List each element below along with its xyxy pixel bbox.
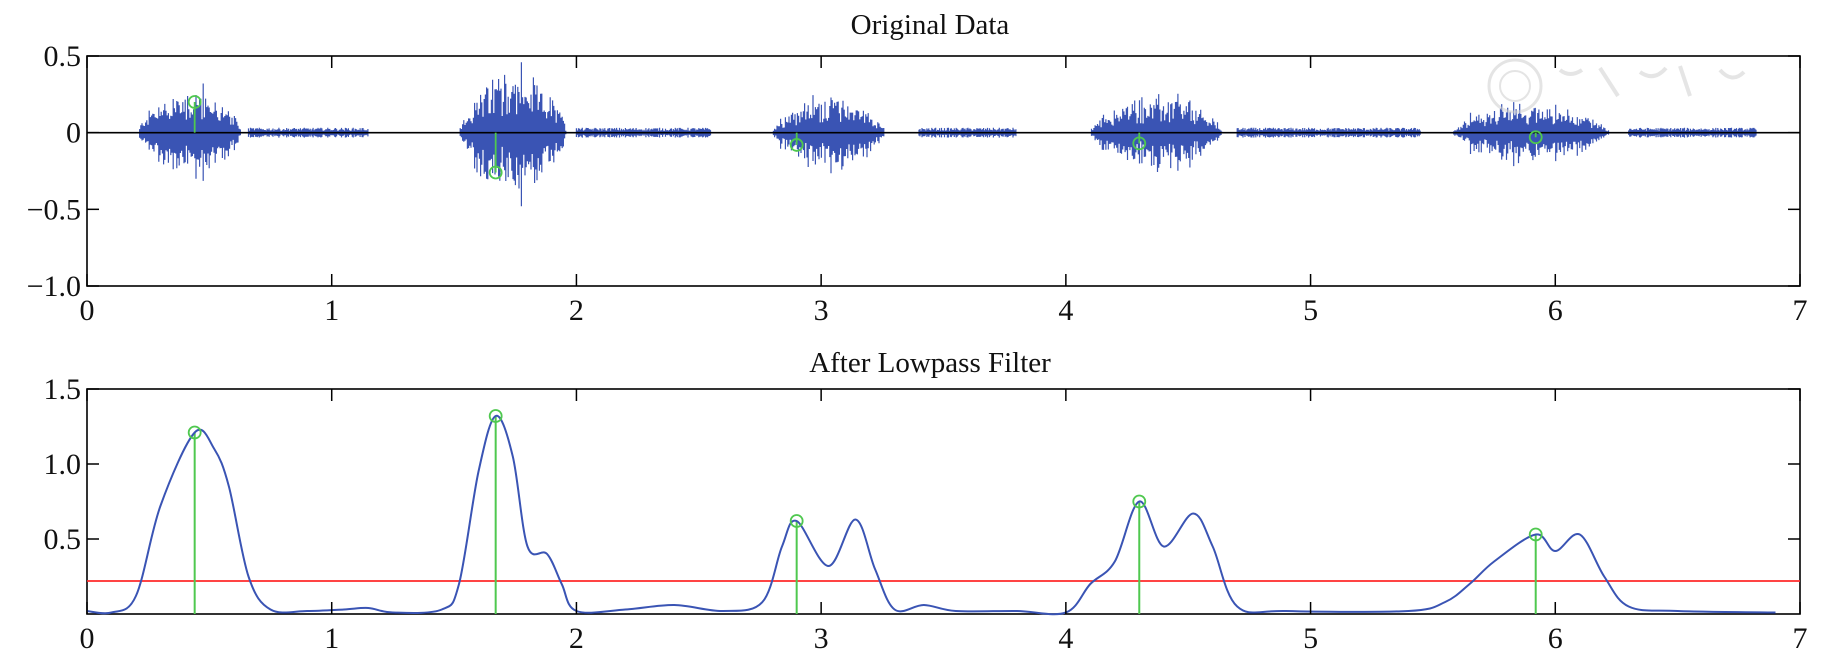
x-tick-label: 4	[1058, 622, 1073, 655]
x-tick-label: 5	[1303, 294, 1318, 327]
x-tick-label: 6	[1548, 294, 1563, 327]
x-tick-label: 0	[80, 622, 95, 655]
y-tick-label: 0.5	[44, 40, 82, 73]
watermark-seal	[1487, 58, 1746, 114]
peak-markers	[187, 409, 1543, 542]
peak-marker	[187, 425, 202, 440]
x-tick-label: 7	[1793, 294, 1808, 327]
original-data-title: Original Data	[851, 9, 1010, 41]
y-tick-label: −0.5	[27, 193, 81, 226]
original-data-waveform	[139, 62, 1757, 207]
y-tick-label: 1.5	[44, 373, 82, 406]
original-data-panel: Original Data 0 1 2 3 4 5 6 7 0.5 0 −0.5 −1.0	[27, 9, 1808, 327]
after-lowpass-filter-title: After Lowpass Filter	[809, 347, 1051, 379]
peak-marker	[1132, 494, 1147, 509]
y-tick-label: 1.0	[44, 448, 82, 481]
after-lowpass-filter-y-ticks: 1.5 1.0 0.5	[44, 373, 1800, 556]
x-tick-label: 2	[569, 294, 584, 327]
y-tick-label: 0	[66, 117, 81, 150]
after-lowpass-filter-panel: After Lowpass Filter 0 1 2 3 4 5 6 7 1.5 1.0 0.5	[44, 347, 1808, 655]
x-tick-label: 1	[324, 294, 339, 327]
original-data-peak-markers	[187, 95, 1543, 180]
waveform-trace	[139, 62, 1757, 207]
marker-circle	[789, 138, 804, 152]
peak-stems	[193, 416, 1537, 614]
y-tick-label: 0.5	[44, 523, 82, 556]
x-tick-label: 5	[1303, 622, 1318, 655]
x-tick-label: 3	[814, 294, 829, 327]
x-tick-label: 4	[1058, 294, 1073, 327]
x-tick-label: 0	[80, 294, 95, 327]
marker-circle	[488, 165, 503, 180]
after-lowpass-filter-axes-box	[86, 388, 1801, 615]
after-lowpass-filter-x-ticks: 0 1 2 3 4 5 6 7	[80, 389, 1808, 655]
peak-marker	[488, 409, 503, 423]
filtered-envelope-line	[86, 414, 1776, 616]
original-data-y-ticks: 0.5 0 −0.5 −1.0	[27, 40, 1800, 303]
y-tick-label: −1.0	[27, 270, 81, 303]
x-tick-label: 1	[324, 622, 339, 655]
x-tick-label: 2	[569, 622, 584, 655]
peak-marker	[789, 514, 804, 528]
marker-circle	[1132, 136, 1147, 151]
peak-marker	[1528, 527, 1543, 542]
x-tick-label: 7	[1793, 622, 1808, 655]
original-data-axes-box	[86, 55, 1801, 287]
marker-circle	[1528, 130, 1543, 145]
marker-circle	[187, 95, 202, 109]
x-tick-label: 6	[1548, 622, 1563, 655]
original-data-x-ticks: 0 1 2 3 4 5 6 7	[80, 56, 1808, 327]
x-tick-label: 3	[814, 622, 829, 655]
